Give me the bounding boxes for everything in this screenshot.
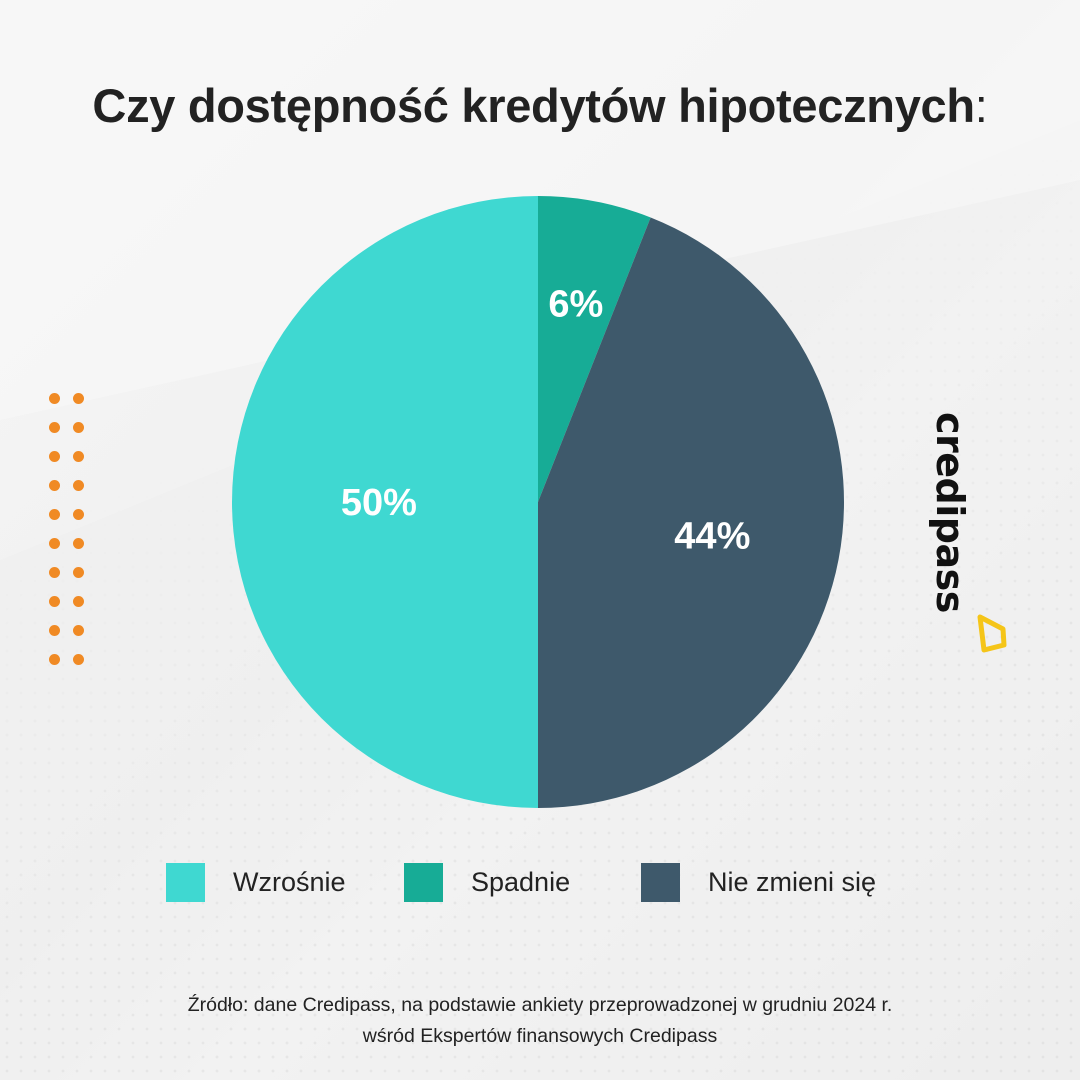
decor-dot <box>49 596 60 607</box>
legend-label: Wzrośnie <box>233 866 346 897</box>
legend-label: Nie zmieni się <box>708 866 877 897</box>
legend-item-spadnie: Spadnie <box>404 862 570 902</box>
legend-swatch <box>166 862 205 902</box>
title-colon: : <box>974 79 988 132</box>
legend-item-wzrosnie: Wzrośnie <box>166 862 346 902</box>
chart-legend: Wzrośnie Spadnie Nie zmieni się <box>0 862 1080 906</box>
decor-dot <box>49 654 60 665</box>
decor-dot <box>73 596 84 607</box>
decor-dot <box>49 567 60 578</box>
decor-dot <box>73 422 84 433</box>
decor-dot <box>49 393 60 404</box>
decor-dot <box>49 451 60 462</box>
decor-dot <box>49 509 60 520</box>
title-text: Czy dostępność kredytów hipotecznych <box>92 79 975 132</box>
pie-slice-wzrośnie <box>232 196 538 808</box>
credipass-logo <box>900 405 1020 655</box>
legend-label: Spadnie <box>471 866 571 897</box>
decorative-dots <box>46 390 86 670</box>
pie-value-label: 50% <box>341 482 417 524</box>
legend-item-nie-zmieni-sie: Nie zmieni się <box>641 862 876 902</box>
chart-title: Czy dostępność kredytów hipotecznych: <box>0 78 1080 133</box>
legend-swatch <box>404 862 443 902</box>
decor-dot <box>73 567 84 578</box>
decor-dot <box>49 480 60 491</box>
decor-dot <box>73 451 84 462</box>
legend-swatch <box>641 862 680 902</box>
source-line-2: wśród Ekspertów finansowych Credipass <box>362 1025 718 1047</box>
decor-dot <box>73 654 84 665</box>
source-line-1: Źródło: dane Credipass, na podstawie ank… <box>187 994 893 1016</box>
decor-dot <box>49 538 60 549</box>
decor-dot <box>73 393 84 404</box>
decor-dot <box>49 422 60 433</box>
logo-wordmark: credipass <box>928 412 972 613</box>
pie-value-label: 44% <box>674 515 750 557</box>
decor-dot <box>73 509 84 520</box>
decor-dot <box>73 480 84 491</box>
source-note: Źródło: dane Credipass, na podstawie ank… <box>0 990 1080 1052</box>
decor-dot <box>73 625 84 636</box>
decor-dot <box>49 625 60 636</box>
decor-dot <box>73 538 84 549</box>
logo-diamond-icon <box>977 614 1007 653</box>
pie-slice-spadnie <box>538 196 651 502</box>
pie-value-label: 6% <box>548 284 603 326</box>
pie-slice-nie-zmieni-się <box>538 217 845 808</box>
